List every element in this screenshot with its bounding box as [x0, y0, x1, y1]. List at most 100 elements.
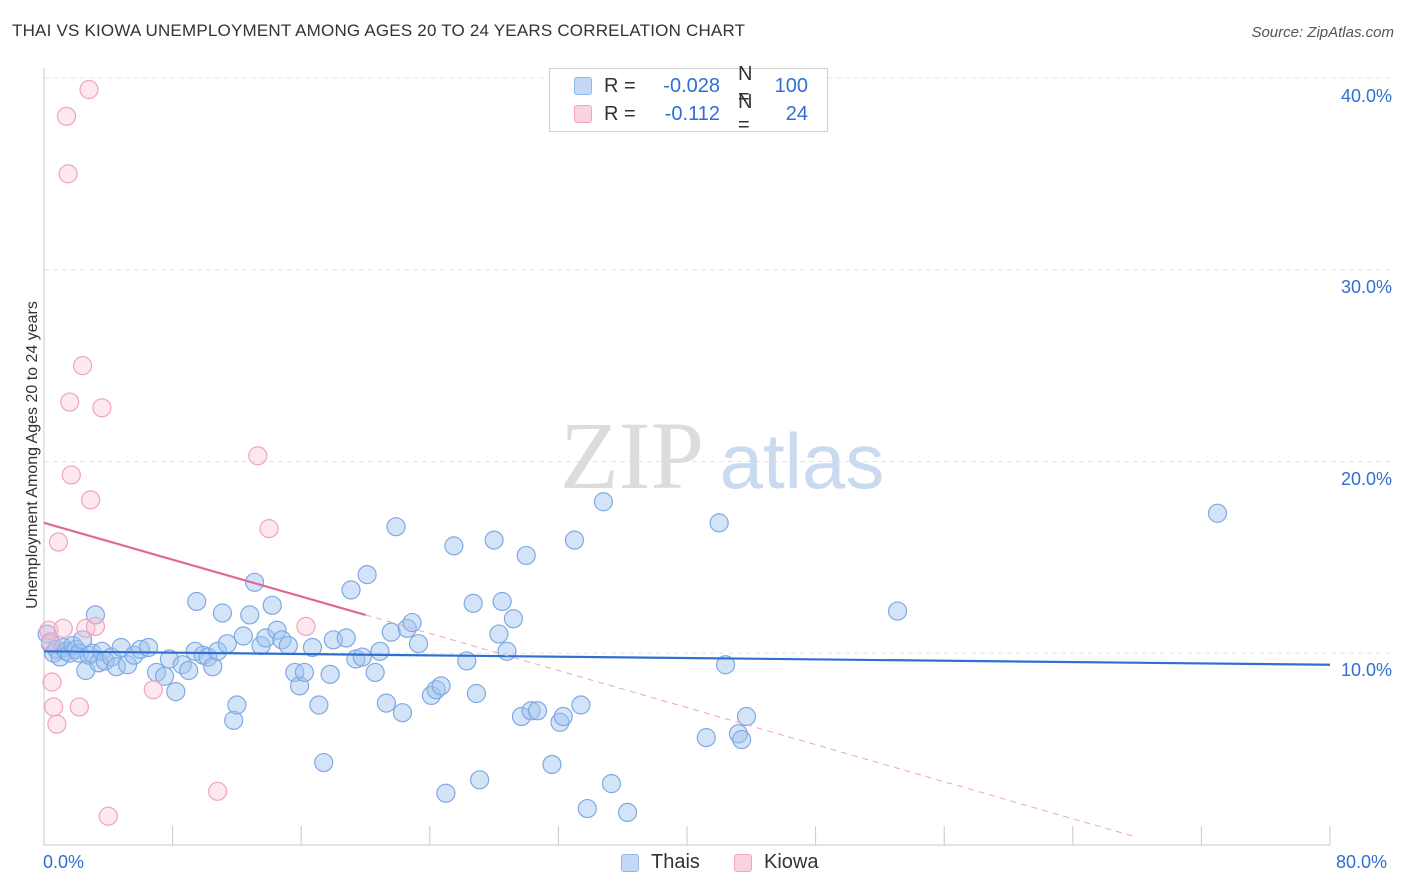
kiowa-point	[92, 398, 112, 418]
trend-lines	[43, 521, 1331, 838]
bottom-legend-thais: Thais	[621, 851, 700, 874]
y-tick-30: 30.0%	[1340, 277, 1392, 297]
thais-trend-line	[43, 650, 1331, 666]
thais-point	[564, 530, 585, 550]
thais-point	[571, 695, 591, 715]
kiowa-point	[48, 532, 69, 552]
thais-point	[240, 605, 260, 625]
kiowa-point	[69, 697, 89, 717]
kiowa-point	[44, 697, 64, 717]
thais-point	[208, 641, 228, 661]
thais-point	[386, 517, 406, 537]
thais-point	[577, 798, 597, 819]
thais-n-value: 100	[774, 74, 808, 97]
thais-point	[715, 655, 736, 675]
kiowa-point	[56, 106, 77, 126]
thais-point	[341, 580, 361, 600]
thais-point	[696, 728, 716, 748]
kiowa-point	[76, 618, 96, 638]
thais-point	[617, 802, 638, 823]
thais-point	[470, 770, 490, 790]
thais-point	[492, 591, 512, 612]
thais-point	[444, 536, 464, 556]
thais-point	[489, 624, 509, 644]
kiowa-legend-swatch	[734, 853, 752, 872]
thais-point	[309, 695, 329, 715]
thais-point	[466, 683, 487, 704]
kiowa-point	[259, 519, 279, 539]
gridlines	[44, 77, 1395, 654]
kiowa-point	[143, 680, 163, 700]
thais-point	[314, 752, 334, 773]
chart-title: THAI VS KIOWA UNEMPLOYMENT AMONG AGES 20…	[12, 21, 746, 40]
axes	[43, 68, 1331, 846]
thais-point	[320, 664, 340, 684]
thais-point	[463, 593, 483, 613]
kiowa-point	[60, 392, 80, 412]
thais-point	[179, 660, 199, 681]
kiowa-legend-label: Kiowa	[764, 851, 819, 873]
kiowa-point	[42, 672, 62, 692]
thais-point	[294, 662, 315, 683]
x-tick-min: 0.0%	[43, 852, 85, 872]
y-tick-20: 20.0%	[1340, 469, 1392, 489]
thais-point	[187, 591, 207, 612]
kiowa-point	[40, 632, 61, 652]
thais-point	[352, 647, 372, 667]
kiowa-point	[85, 616, 106, 637]
thais-point	[497, 641, 517, 661]
kiowa-point	[61, 465, 81, 485]
thais-point	[402, 612, 422, 633]
thais-point	[516, 545, 536, 566]
thais-point	[233, 626, 253, 646]
thais-point	[503, 609, 523, 629]
thais-r-value: -0.028	[663, 74, 720, 97]
thais-point	[521, 701, 541, 721]
kiowa-r-value: -0.112	[664, 102, 720, 125]
thais-point	[392, 703, 413, 723]
thais-point	[381, 622, 401, 642]
thais-point	[262, 595, 282, 615]
kiowa-point	[53, 618, 73, 638]
thais-point	[256, 628, 276, 648]
kiowa-point	[79, 79, 99, 100]
y-tick-40: 40.0%	[1340, 86, 1392, 106]
thais-point	[302, 637, 323, 658]
source-label: Source: ZipAtlas.com	[1251, 24, 1394, 41]
thais-point	[117, 655, 138, 675]
kiowa-n-value: 24	[785, 102, 808, 125]
thais-point	[224, 710, 244, 730]
thais-point	[267, 620, 287, 640]
thais-legend-label: Thais	[651, 851, 700, 873]
thais-point	[336, 628, 356, 648]
kiowa-point	[47, 714, 67, 734]
thais-point	[227, 695, 247, 715]
thais-r-label: R =	[604, 74, 636, 97]
kiowa-point	[296, 616, 316, 637]
thais-point	[550, 712, 570, 732]
kiowa-point	[208, 781, 228, 801]
data-points	[37, 79, 1228, 826]
x-tick-max: 80.0%	[1336, 852, 1388, 872]
thais-n-label: N =	[738, 63, 753, 108]
thais-point	[85, 605, 106, 625]
thais-point	[370, 641, 390, 661]
thais-point	[138, 637, 159, 658]
thais-point	[709, 513, 729, 533]
kiowa-point	[81, 490, 101, 510]
thais-point	[887, 601, 908, 621]
kiowa-swatch	[574, 105, 592, 123]
watermark-atlas: atlas	[720, 417, 885, 505]
thais-point	[542, 754, 562, 775]
thais-swatch	[574, 77, 592, 95]
bottom-legend-kiowa: Kiowa	[734, 851, 818, 874]
thais-point	[553, 706, 573, 727]
thais-point	[365, 662, 385, 683]
kiowa-point	[72, 356, 93, 376]
thais-point	[212, 603, 233, 623]
thais-point	[593, 492, 614, 512]
thais-point	[728, 724, 749, 744]
thais-point	[376, 693, 396, 713]
thais-point	[408, 634, 429, 654]
